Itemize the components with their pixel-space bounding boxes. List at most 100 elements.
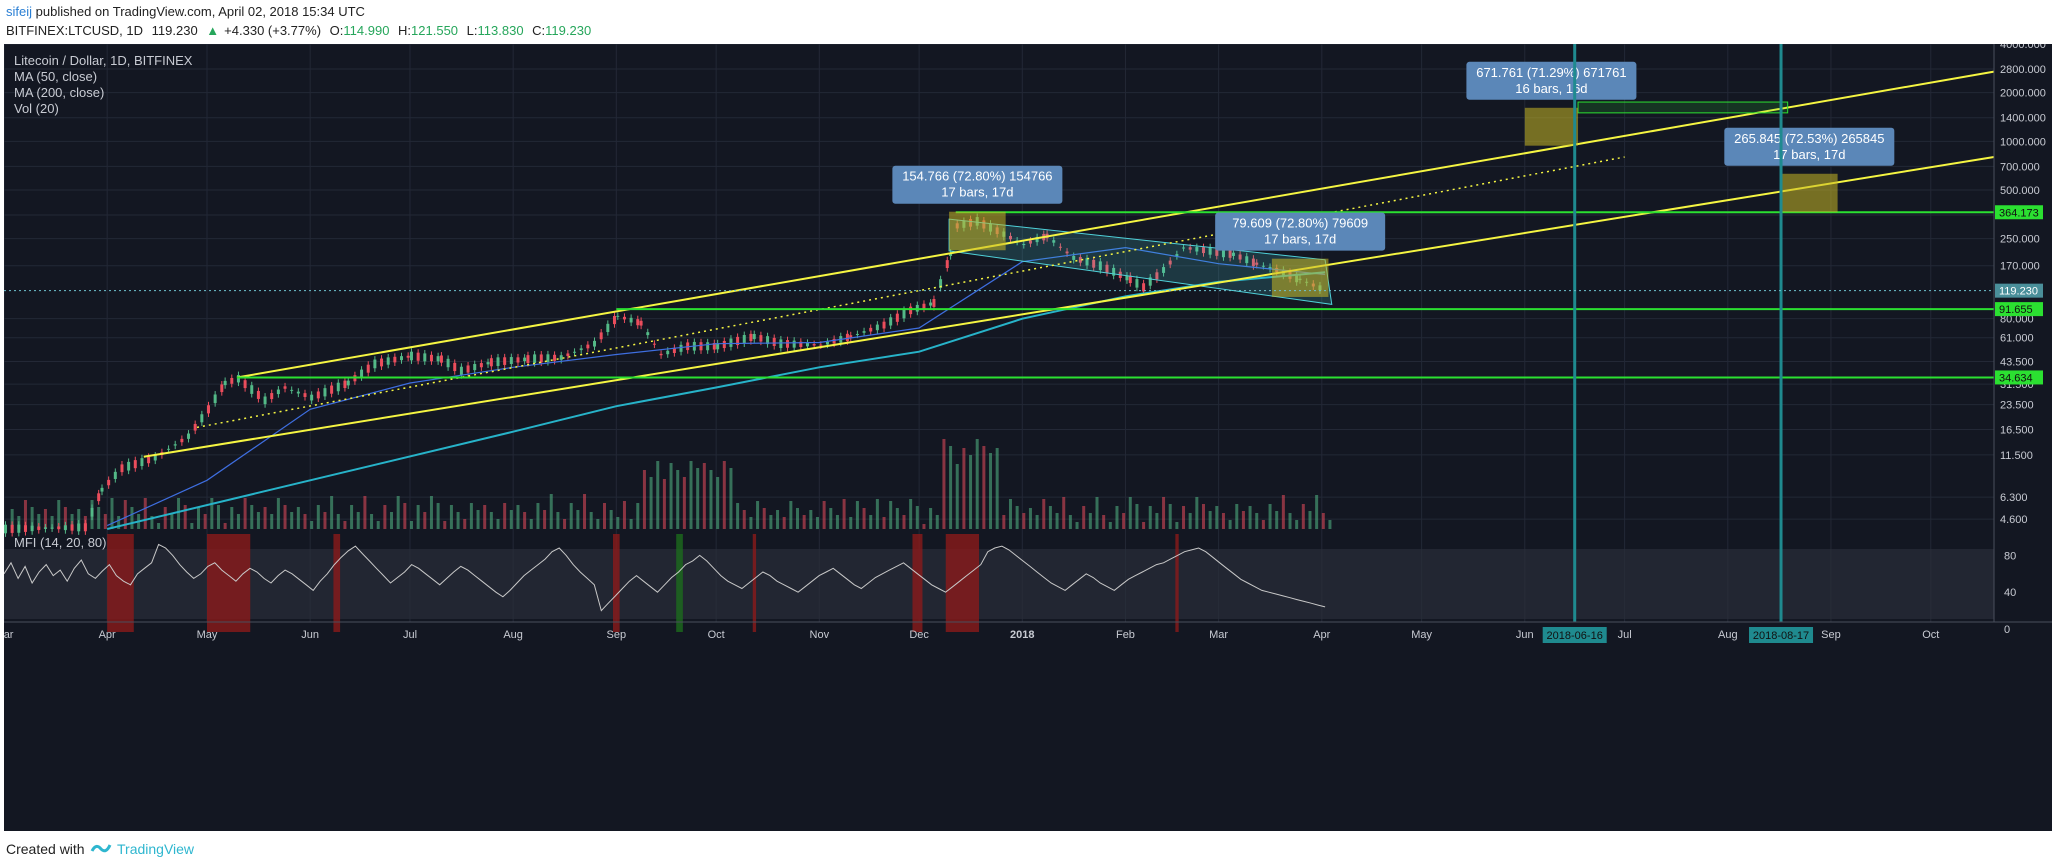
measure-label-line2: 17 bars, 17d (1264, 232, 1336, 247)
volume-bar (496, 519, 500, 529)
time-tick-label: Jun (1516, 629, 1534, 641)
candle-body (416, 352, 420, 361)
candle-body (729, 338, 733, 347)
volume-bar (1095, 497, 1099, 529)
volume-bar (849, 517, 853, 529)
candle-body (1028, 240, 1032, 244)
candle-body (43, 527, 47, 529)
volume-bar (929, 508, 933, 529)
candle-body (290, 389, 294, 391)
candle-body (526, 355, 530, 363)
volume-bar (955, 464, 959, 529)
candle-body (256, 390, 260, 399)
candle-body (1142, 283, 1146, 292)
candle-body (243, 380, 247, 389)
candle-body (855, 333, 859, 335)
volume-bar (1048, 506, 1052, 529)
volume-bar (276, 498, 280, 529)
candle-body (849, 335, 853, 338)
mfi-signal-band (107, 534, 134, 632)
volume-bar (383, 505, 387, 529)
volume-bar (842, 499, 846, 529)
volume-bar (989, 453, 993, 529)
mfi-signal-band (945, 534, 980, 632)
time-tick-label: Jun (301, 629, 319, 641)
volume-bar (263, 507, 267, 529)
volume-bar (250, 505, 254, 529)
date-badge-label: 2018-06-16 (1547, 630, 1603, 642)
candle-body (1231, 252, 1235, 256)
chart-panel[interactable]: 154.766 (72.80%) 154766 17 bars, 17d 79.60… (4, 44, 2052, 831)
candle-body (63, 525, 67, 531)
ma200-legend[interactable]: MA (200, close) (14, 85, 105, 100)
candle-body (1092, 259, 1096, 268)
candle-body (716, 343, 720, 350)
volume-bar (409, 521, 413, 529)
candle-body (236, 375, 240, 383)
level-badge (1995, 205, 2043, 220)
volume-bar (1168, 504, 1172, 529)
candle-body (1238, 254, 1242, 260)
candle-body (206, 405, 210, 414)
time-tick-label: Oct (708, 629, 725, 641)
volume-bar (1128, 497, 1132, 529)
publish-line: sifeij published on TradingView.com, Apr… (6, 4, 370, 19)
volume-bar (1208, 511, 1212, 529)
volume-bar (642, 470, 646, 529)
username-link[interactable]: sifeij (6, 4, 33, 19)
volume-bar (303, 514, 307, 529)
mfi-legend[interactable]: MFI (14, 20, 80) (14, 535, 107, 550)
date-badge (1749, 627, 1814, 643)
volume-bar (1028, 508, 1032, 529)
close-label: C: (532, 23, 546, 38)
volume-bar (197, 507, 201, 529)
candle-body (459, 366, 463, 376)
volume-bar (543, 510, 547, 529)
mfi-signal-band (752, 534, 757, 632)
candle-body (546, 354, 550, 362)
candle-body (366, 364, 370, 373)
candle-body (593, 340, 597, 347)
candle-body (909, 306, 913, 315)
volume-bar (1155, 513, 1159, 529)
measure-box (949, 211, 1006, 251)
volume-legend[interactable]: Vol (20) (14, 101, 59, 116)
volume-bar (622, 501, 626, 529)
tradingview-brand-link[interactable]: TradingView (117, 841, 195, 857)
volume-bar (1255, 513, 1259, 529)
volume-bar (1215, 506, 1219, 529)
volume-bar (1235, 504, 1239, 529)
volume-bar (363, 496, 367, 529)
volume-bar (523, 512, 527, 529)
candle-body (1022, 244, 1026, 246)
candle-body (945, 260, 949, 269)
volume-bar (609, 510, 613, 529)
volume-bar (216, 505, 220, 529)
mfi-signal-band (333, 534, 341, 632)
candle-body (722, 340, 726, 349)
volume-bar (835, 515, 839, 529)
mfi-tick-label: 0 (2004, 624, 2010, 636)
date-badge (1542, 627, 1607, 643)
candle-body (599, 332, 603, 340)
candle-body (895, 313, 899, 322)
measure-label-line1: 671.761 (71.29%) 671761 (1476, 65, 1626, 80)
volume-bar (283, 505, 287, 529)
candle-body (173, 444, 177, 446)
candle-body (882, 321, 886, 329)
volume-bar (616, 517, 620, 529)
volume-bar (669, 463, 673, 529)
candle-body (336, 382, 340, 392)
volume-bar (696, 468, 700, 529)
candle-body (270, 393, 274, 400)
volume-bar (376, 521, 380, 529)
candle-body (360, 369, 364, 378)
chart-header: sifeij published on TradingView.com, Apr… (0, 0, 2055, 44)
ma50-legend[interactable]: MA (50, close) (14, 69, 98, 84)
close-value: 119.230 (545, 23, 592, 38)
low-label: L: (466, 23, 478, 38)
candle-body (380, 358, 384, 367)
tradingview-logo-icon[interactable] (90, 839, 112, 860)
